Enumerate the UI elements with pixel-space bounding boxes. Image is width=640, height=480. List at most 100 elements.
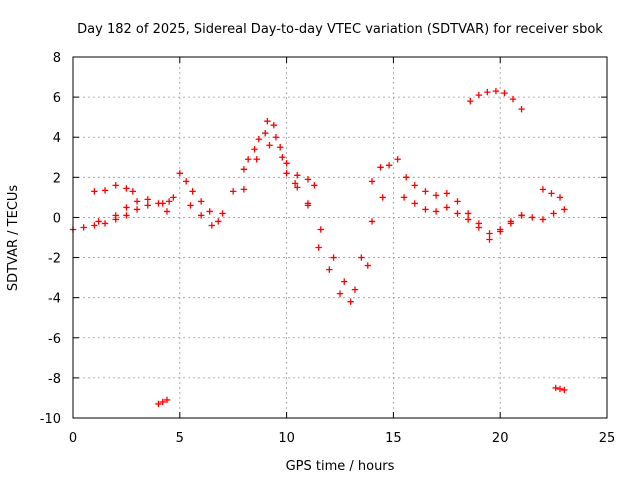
data-point: [467, 97, 474, 105]
series-track-late-right: [539, 186, 564, 201]
data-point: [283, 160, 290, 167]
data-point: [240, 166, 248, 173]
data-point: [497, 228, 504, 235]
data-point: [294, 184, 301, 191]
data-point: [123, 185, 130, 192]
data-point: [330, 254, 337, 261]
x-tick-label: 20: [492, 431, 509, 446]
data-point: [411, 200, 418, 207]
data-point: [101, 220, 109, 227]
x-tick-label: 15: [385, 431, 402, 446]
data-point: [385, 162, 393, 169]
data-point: [215, 218, 222, 225]
data-point: [101, 187, 109, 194]
data-point: [326, 266, 333, 273]
data-point: [368, 178, 376, 185]
data-point: [144, 196, 151, 203]
data-point: [400, 194, 408, 201]
data-point: [501, 89, 508, 97]
data-point: [187, 202, 194, 209]
data-point: [411, 182, 418, 189]
data-point: [454, 198, 461, 205]
data-point: [176, 170, 183, 177]
data-point: [80, 224, 87, 231]
data-point: [219, 210, 226, 217]
data-point: [170, 194, 177, 201]
plot-frame: [72, 56, 608, 419]
x-tick-label: 10: [278, 431, 295, 446]
data-point: [492, 87, 500, 95]
data-point: [443, 204, 450, 211]
y-tick-label: 8: [53, 51, 61, 66]
data-point: [276, 144, 284, 151]
data-point: [336, 290, 344, 297]
data-point: [454, 210, 461, 217]
data-point: [464, 216, 472, 223]
y-tick-label: -10: [40, 412, 61, 427]
data-point: [475, 224, 483, 231]
data-point: [255, 136, 263, 143]
data-point: [159, 200, 166, 207]
data-point: [315, 244, 322, 251]
series-track-early-high: [91, 182, 137, 195]
data-point: [539, 186, 547, 193]
data-point: [304, 200, 312, 207]
data-point: [347, 298, 354, 305]
data-point: [163, 208, 171, 215]
x-tick-label: 25: [599, 431, 616, 446]
data-point: [91, 188, 98, 195]
data-point: [432, 208, 440, 215]
data-point: [379, 194, 386, 201]
data-point: [197, 212, 205, 219]
data-point: [548, 190, 555, 197]
data-point: [266, 142, 273, 149]
y-tick-label: -8: [48, 372, 61, 387]
y-tick-label: -4: [48, 292, 61, 307]
data-point: [358, 254, 365, 261]
chart-title: Day 182 of 2025, Sidereal Day-to-day VTE…: [77, 22, 603, 37]
data-point: [123, 212, 130, 219]
data-point: [341, 278, 348, 285]
y-tick-label: 4: [53, 131, 61, 146]
data-point: [311, 182, 318, 189]
data-point: [230, 188, 237, 195]
grid-layer: [73, 57, 607, 418]
data-point: [507, 218, 515, 225]
data-point: [484, 88, 491, 96]
data-point: [377, 164, 384, 171]
data-point: [529, 214, 536, 221]
data-point: [351, 286, 359, 293]
data-point: [163, 396, 171, 404]
data-point: [279, 154, 286, 161]
y-tick-label: 0: [53, 211, 61, 226]
x-axis-label: GPS time / hours: [286, 459, 395, 474]
data-point: [244, 156, 252, 163]
data-point: [475, 91, 483, 99]
data-point: [364, 262, 371, 269]
data-point: [270, 121, 277, 129]
data-point: [403, 174, 410, 181]
y-axis-label: SDTVAR / TECUs: [6, 185, 21, 292]
data-point: [464, 210, 472, 217]
data-point: [208, 222, 216, 229]
data-point: [486, 236, 493, 243]
data-point: [556, 385, 564, 393]
data-points-layer: [69, 87, 568, 408]
data-point: [189, 188, 196, 195]
series-outlier-left: [155, 396, 171, 408]
data-point: [206, 208, 213, 215]
data-point: [422, 188, 429, 195]
data-point: [123, 204, 130, 211]
data-point: [129, 188, 137, 195]
data-point: [561, 386, 568, 394]
data-point: [443, 190, 450, 197]
data-point: [183, 178, 190, 185]
x-tick-label: 0: [69, 431, 77, 446]
data-point: [112, 182, 119, 189]
data-point: [112, 212, 119, 219]
data-point: [165, 198, 173, 205]
series-track-five: [163, 170, 222, 225]
data-point: [133, 206, 141, 213]
